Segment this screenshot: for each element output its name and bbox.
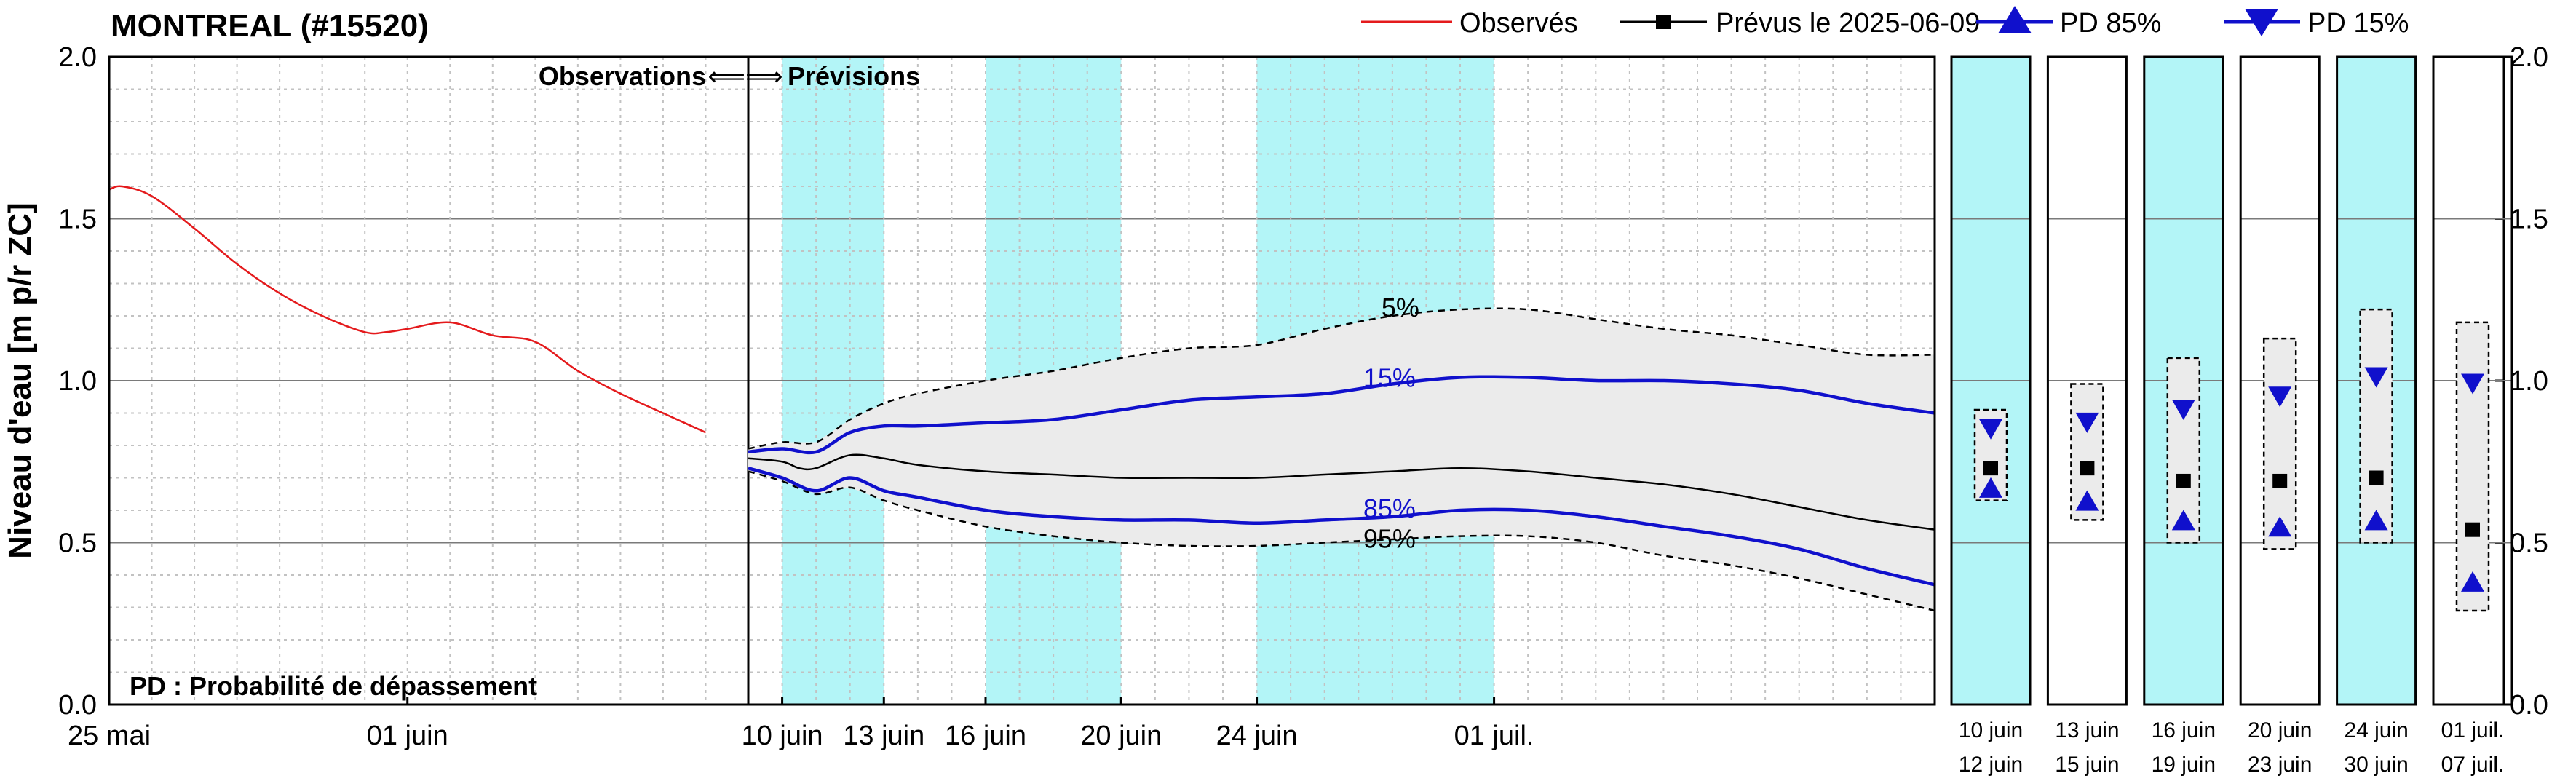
series-layer — [109, 185, 1935, 612]
weekly-panel-frame — [2239, 55, 2321, 706]
x-tick-label: 25 mai — [68, 721, 151, 751]
weekly-label-start: 13 juin — [2055, 718, 2119, 742]
y-tick-label-right: 2.0 — [2510, 42, 2548, 73]
weekly-pd15-marker — [2171, 400, 2195, 421]
weekly-forecast-marker — [2465, 522, 2480, 537]
weekly-forecast-marker — [2176, 473, 2191, 488]
x-tick-label: 13 juin — [843, 721, 924, 751]
weekly-box-panels: 10 juin 12 juin 13 juin 15 juin 16 juin 19 ju… — [1950, 55, 2513, 777]
weekly-pd15-marker — [2268, 386, 2292, 408]
weekly-range-box — [2359, 308, 2393, 544]
weekly-forecast-marker — [2080, 461, 2095, 476]
weekly-panel-frame — [2432, 55, 2513, 706]
weekly-panel-3: 20 juin 23 juin — [2239, 55, 2321, 777]
weekly-range-box — [2455, 321, 2490, 612]
weekly-pd85-marker — [2461, 571, 2484, 592]
series-pd15-line — [748, 375, 1935, 455]
weekly-pd85-marker — [2268, 516, 2292, 537]
weekly-range-box — [2262, 337, 2297, 550]
y-tick-label-left: 2.0 — [58, 42, 97, 73]
weekly-pd85-marker — [2364, 510, 2388, 531]
y-tick-label-left: 1.5 — [58, 205, 97, 235]
y-tick-label-right: 1.5 — [2510, 205, 2548, 235]
weekly-pd15-marker — [2461, 373, 2484, 395]
weekly-panel-2: 16 juin 19 juin — [2143, 55, 2224, 777]
weekly-panel-frame — [1950, 55, 2032, 706]
weekly-panel-frame — [2046, 55, 2128, 706]
y-tick-label-right: 0.0 — [2510, 690, 2548, 721]
weekly-panel-1: 13 juin 15 juin — [2046, 55, 2128, 777]
series-forecast-line — [748, 453, 1935, 531]
legend-observed-label: Observés — [1459, 8, 1578, 39]
weekly-panel-4: 24 juin 30 juin — [2336, 55, 2417, 777]
main-panel-frame — [108, 55, 1936, 706]
legend-forecast-label: Prévus le 2025-06-09 — [1716, 8, 1980, 39]
legend: Observés Prévus le 2025-06-09 PD 85% PD … — [1361, 6, 2409, 39]
weekly-label-start: 16 juin — [2152, 718, 2216, 742]
weekly-label-end: 23 juin — [2248, 753, 2312, 777]
legend-pd85-marker — [1998, 6, 2032, 33]
weekly-label-end: 07 juil. — [2441, 753, 2505, 777]
x-tick-label: 16 juin — [945, 721, 1026, 751]
probability-band — [748, 309, 1935, 611]
weekly-pd15-marker — [2364, 367, 2388, 388]
weekly-pd15-marker — [2075, 412, 2099, 433]
label-85pct: 85% — [1363, 493, 1416, 523]
legend-pd85-label: PD 85% — [2060, 8, 2161, 39]
footnote: PD : Probabilité de dépassement — [130, 671, 537, 701]
y-tick-label-right: 0.5 — [2510, 528, 2548, 559]
legend-pd15-label: PD 15% — [2307, 8, 2409, 39]
x-tick-label: 01 juin — [367, 721, 448, 751]
weekly-panel-5: 01 juil. 07 juil. — [2432, 55, 2513, 777]
x-tick-label: 20 juin — [1080, 721, 1162, 751]
series-95pct-line — [748, 470, 1935, 612]
weekly-label-end: 15 juin — [2055, 753, 2119, 777]
y-tick-label-left: 1.0 — [58, 366, 97, 397]
observations-label: Observations — [539, 61, 706, 91]
label-5pct: 5% — [1382, 293, 1419, 322]
weekly-pd85-marker — [2075, 490, 2099, 511]
legend-pd15-marker — [2245, 9, 2278, 36]
axes: 0.0 0.0 0.5 0.5 1.0 1.0 1.5 1.5 2.0 2.0 25 mai 01 j… — [58, 42, 2548, 751]
weekly-panel-frame — [2336, 55, 2417, 706]
y-tick-label-left: 0.0 — [58, 690, 97, 721]
label-95pct: 95% — [1363, 524, 1416, 554]
weekly-label-start: 10 juin — [1959, 718, 2023, 742]
weekly-label-start: 24 juin — [2344, 718, 2408, 742]
weekly-label-end: 19 juin — [2152, 753, 2216, 777]
chart-title: MONTREAL (#15520) — [111, 8, 429, 44]
x-tick-label: 01 juil. — [1454, 721, 1534, 751]
divider-arrow: ⟸⟹ — [708, 61, 782, 91]
weekly-forecast-marker — [1983, 461, 1998, 476]
weekly-forecast-marker — [2272, 473, 2288, 488]
percentile-labels: 5% 15% 85%95% — [1363, 293, 1419, 553]
weekly-panel-frame — [2143, 55, 2224, 706]
weekly-label-start: 20 juin — [2248, 718, 2312, 742]
y-tick-label-left: 0.5 — [58, 528, 97, 559]
previsions-label: Prévisions — [788, 61, 920, 91]
weekly-pd85-marker — [2171, 510, 2195, 531]
series-observed-line — [109, 185, 707, 434]
series-pd85-line — [748, 467, 1935, 587]
weekly-label-end: 12 juin — [1959, 753, 2023, 777]
y-axis-label: Niveau d'eau [m p/r ZC] — [2, 202, 38, 559]
x-tick-label: 10 juin — [742, 721, 823, 751]
weekly-pd85-marker — [1979, 477, 2002, 498]
weekly-label-start: 01 juil. — [2441, 718, 2505, 742]
y-tick-label-right: 1.0 — [2510, 366, 2548, 397]
legend-forecast-marker — [1656, 15, 1671, 29]
label-15pct: 15% — [1363, 363, 1416, 393]
weekly-forecast-marker — [2369, 470, 2384, 485]
weekly-pd15-marker — [1979, 419, 2002, 440]
series-5pct-line — [748, 307, 1935, 450]
x-tick-label: 24 juin — [1216, 721, 1298, 751]
weekly-panel-0: 10 juin 12 juin — [1950, 55, 2032, 777]
weekly-label-end: 30 juin — [2344, 753, 2408, 777]
